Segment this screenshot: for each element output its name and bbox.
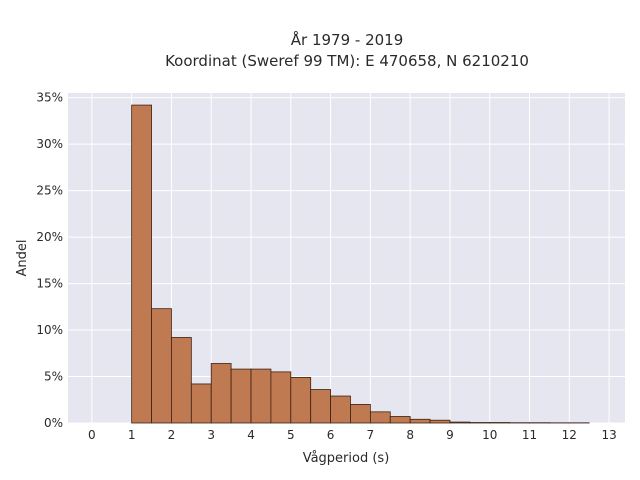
x-tick-label: 3 — [207, 428, 215, 442]
histogram-bar — [449, 421, 471, 424]
x-tick-label: 4 — [247, 428, 255, 442]
histogram-bar — [131, 104, 152, 424]
histogram-bar — [369, 411, 391, 424]
x-tick-label: 2 — [168, 428, 176, 442]
histogram-bars — [131, 104, 590, 424]
histogram-bar — [330, 395, 351, 424]
histogram-bar — [270, 371, 292, 424]
x-axis-label: Vågperiod (s) — [303, 451, 390, 466]
y-tick-label: 30% — [36, 137, 63, 151]
x-tick-label: 9 — [446, 428, 454, 442]
x-tick-label: 10 — [482, 428, 497, 442]
x-tick-label: 12 — [562, 428, 577, 442]
histogram-bar — [250, 368, 272, 424]
x-tick-label: 13 — [601, 428, 616, 442]
histogram-bar — [389, 416, 411, 424]
x-tick-label: 0 — [88, 428, 96, 442]
x-tick-label: 5 — [287, 428, 295, 442]
histogram-bar — [310, 389, 331, 424]
histogram-bar — [210, 363, 232, 424]
y-axis-label: Andel — [15, 240, 30, 277]
histogram-bar — [230, 368, 252, 424]
histogram-bar — [409, 418, 431, 424]
histogram-bar — [350, 404, 371, 424]
histogram-bar — [151, 308, 172, 424]
y-tick-label: 35% — [36, 91, 63, 105]
x-tick-label: 6 — [327, 428, 335, 442]
y-tick-label: 20% — [36, 230, 63, 244]
histogram-bar — [429, 419, 451, 424]
y-tick-label: 10% — [36, 323, 63, 337]
histogram-bar — [171, 337, 192, 424]
x-axis-ticks: 0 1 2 3 4 5 6 7 8 9 10 11 12 13 — [88, 428, 617, 442]
x-tick-label: 7 — [367, 428, 375, 442]
chart-title-line1: År 1979 - 2019 — [291, 30, 404, 49]
y-tick-label: 5% — [44, 370, 63, 384]
y-tick-label: 0% — [44, 416, 63, 430]
histogram-bar — [190, 383, 212, 424]
chart-title-line2: Koordinat (Sweref 99 TM): E 470658, N 62… — [165, 52, 529, 70]
histogram-bar — [290, 377, 312, 424]
x-tick-label: 11 — [522, 428, 537, 442]
y-tick-label: 15% — [36, 277, 63, 291]
x-tick-label: 8 — [406, 428, 414, 442]
x-tick-label: 1 — [128, 428, 136, 442]
y-axis-ticks: 0% 5% 10% 15% 20% 25% 30% 35% — [36, 91, 63, 430]
y-tick-label: 25% — [36, 184, 63, 198]
